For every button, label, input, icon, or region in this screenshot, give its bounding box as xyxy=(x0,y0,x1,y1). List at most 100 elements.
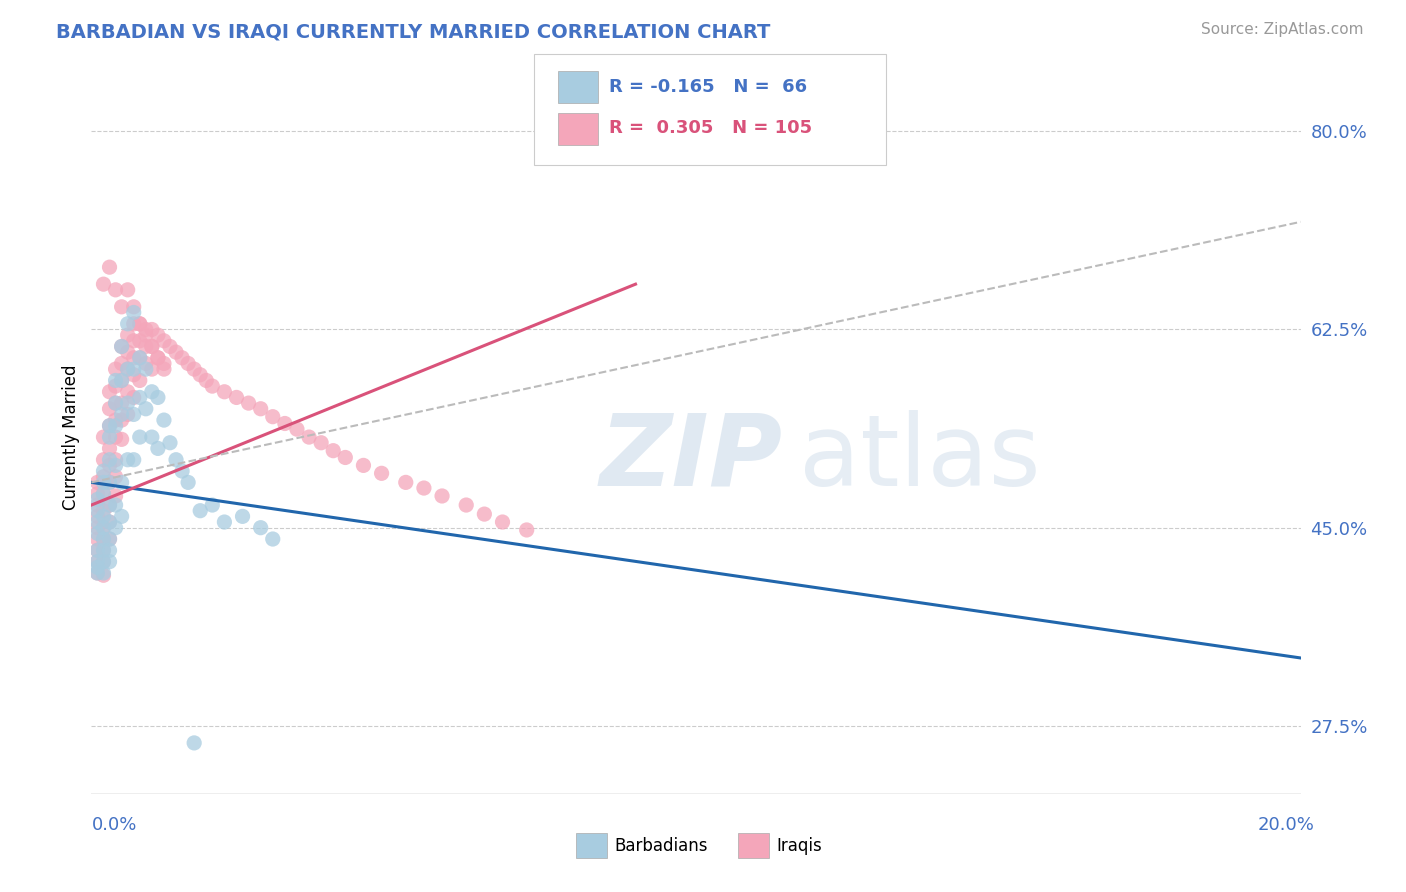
Point xyxy=(135,356,157,370)
Point xyxy=(183,362,205,376)
Point xyxy=(86,475,108,490)
Point xyxy=(93,469,115,483)
Text: Iraqis: Iraqis xyxy=(776,837,823,855)
Point xyxy=(146,351,169,365)
Point xyxy=(146,328,169,343)
Point xyxy=(135,328,157,343)
Point xyxy=(104,458,127,473)
Point xyxy=(146,391,169,405)
Point xyxy=(98,442,121,456)
Point xyxy=(93,475,115,490)
Point xyxy=(98,532,121,546)
Point xyxy=(122,300,145,314)
Point xyxy=(128,317,150,331)
Point xyxy=(128,351,150,365)
Point xyxy=(491,515,513,529)
Point xyxy=(93,452,115,467)
Point xyxy=(395,475,418,490)
Point xyxy=(98,418,121,433)
Point xyxy=(141,339,163,353)
Text: ZIP: ZIP xyxy=(599,410,782,507)
Point xyxy=(117,384,139,399)
Point xyxy=(141,362,163,376)
Point xyxy=(86,526,108,541)
Point xyxy=(104,452,127,467)
Point xyxy=(104,396,127,410)
Point xyxy=(111,396,132,410)
Point xyxy=(86,566,108,580)
Point xyxy=(165,345,187,359)
Point xyxy=(111,339,132,353)
Point xyxy=(183,736,205,750)
Point xyxy=(98,515,121,529)
Text: Barbadians: Barbadians xyxy=(614,837,709,855)
Point xyxy=(188,368,211,382)
Point xyxy=(98,458,121,473)
Text: 0.0%: 0.0% xyxy=(91,816,136,834)
Point xyxy=(135,362,157,376)
Point xyxy=(86,532,108,546)
Y-axis label: Currently Married: Currently Married xyxy=(62,364,80,510)
Point xyxy=(370,467,392,481)
Point xyxy=(86,566,108,580)
Point xyxy=(262,409,284,424)
Point xyxy=(153,334,176,348)
Point xyxy=(111,475,132,490)
Point xyxy=(86,492,108,507)
Point xyxy=(86,521,108,535)
Point xyxy=(225,391,247,405)
Text: R =  0.305   N = 105: R = 0.305 N = 105 xyxy=(609,120,811,137)
Point xyxy=(111,339,132,353)
Point xyxy=(141,339,163,353)
Point xyxy=(104,374,127,388)
Point xyxy=(117,328,139,343)
Point xyxy=(98,555,121,569)
Point xyxy=(93,504,115,518)
Point xyxy=(159,435,181,450)
Point xyxy=(516,523,538,537)
Point xyxy=(122,317,145,331)
Point xyxy=(111,509,132,524)
Point xyxy=(128,374,150,388)
Point xyxy=(352,458,374,473)
Point xyxy=(104,521,127,535)
Point xyxy=(141,430,163,444)
Point xyxy=(214,515,236,529)
Point xyxy=(93,464,115,478)
Point xyxy=(146,351,169,365)
Point xyxy=(238,396,260,410)
Point xyxy=(201,379,224,393)
Point xyxy=(135,322,157,336)
Point xyxy=(153,413,176,427)
Point xyxy=(117,396,139,410)
Point xyxy=(111,356,132,370)
Text: BARBADIAN VS IRAQI CURRENTLY MARRIED CORRELATION CHART: BARBADIAN VS IRAQI CURRENTLY MARRIED COR… xyxy=(56,22,770,41)
Point xyxy=(128,317,150,331)
Point xyxy=(135,401,157,416)
Point xyxy=(456,498,478,512)
Point xyxy=(93,486,115,500)
Point xyxy=(249,521,271,535)
Point xyxy=(93,277,115,292)
Point xyxy=(86,560,108,574)
Point xyxy=(122,391,145,405)
Point xyxy=(111,408,132,422)
Point xyxy=(98,260,121,275)
Point xyxy=(117,345,139,359)
Point xyxy=(153,356,176,370)
Point xyxy=(117,283,139,297)
Point xyxy=(122,408,145,422)
Point xyxy=(122,368,145,382)
Point xyxy=(128,391,150,405)
Point xyxy=(93,543,115,558)
Point xyxy=(262,532,284,546)
Point xyxy=(285,422,308,436)
Point xyxy=(274,417,297,431)
Point xyxy=(86,509,108,524)
Point xyxy=(146,442,169,456)
Point xyxy=(86,555,108,569)
Point xyxy=(195,374,218,388)
Point xyxy=(231,509,253,524)
Point xyxy=(104,489,127,503)
Point xyxy=(122,305,145,319)
